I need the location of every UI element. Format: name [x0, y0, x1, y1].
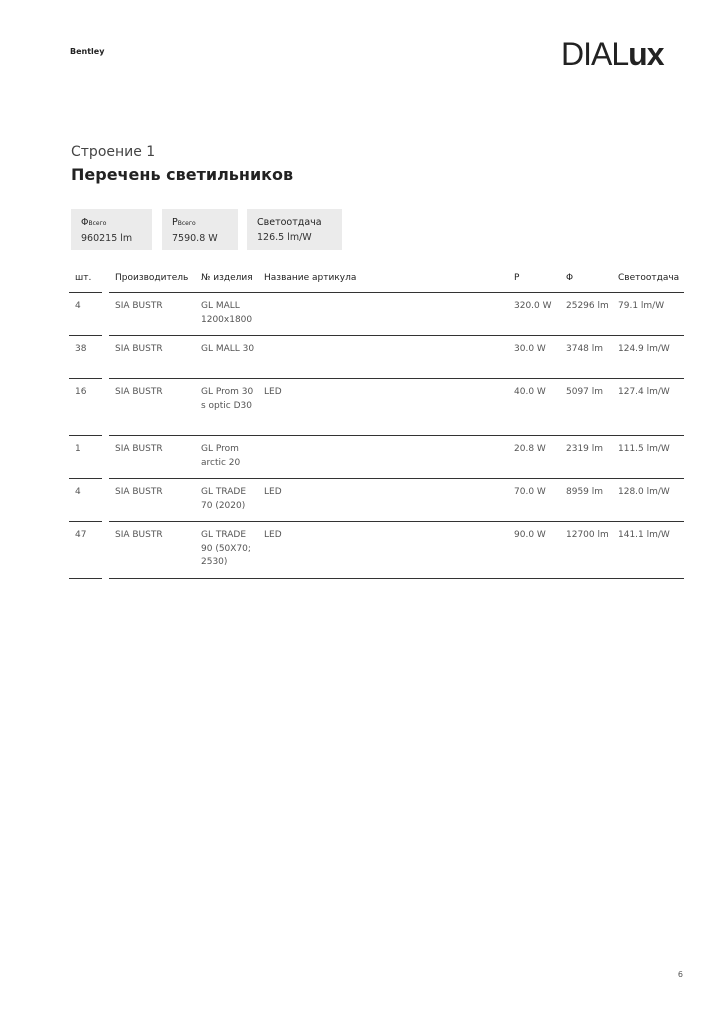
cell-efficacy: 111.5 lm/W — [618, 444, 670, 454]
summary-power: PВсего 7590.8 W — [162, 209, 238, 250]
row-divider — [69, 578, 102, 579]
cell-qty: 4 — [75, 487, 81, 497]
row-divider — [69, 521, 102, 522]
cell-article: 1200x1800 — [201, 314, 253, 325]
column-header: Φ — [566, 273, 574, 283]
cell-flux: 3748 lm — [566, 344, 604, 354]
cell-name: LED — [264, 387, 282, 397]
dialux-logo: DIALux — [561, 36, 664, 72]
column-header: № изделия — [201, 273, 253, 283]
row-divider — [109, 578, 684, 579]
row-divider — [69, 292, 102, 293]
row-divider — [69, 335, 102, 336]
row-divider — [109, 478, 684, 479]
cell-article: GL TRADE — [201, 530, 247, 540]
column-header: Название артикула — [264, 273, 357, 283]
page-title: Перечень светильников — [71, 165, 294, 184]
cell-efficacy: 141.1 lm/W — [618, 530, 670, 540]
cell-flux: 12700 lm — [566, 530, 609, 540]
project-name: Bentley — [70, 47, 105, 56]
cell-p: 70.0 W — [514, 487, 546, 497]
summary-efficacy: Светоотдача 126.5 lm/W — [247, 209, 342, 250]
row-divider — [69, 378, 102, 379]
cell-p: 320.0 W — [514, 301, 552, 311]
cell-article: GL Prom 30 — [201, 387, 254, 397]
cell-name: LED — [264, 487, 282, 497]
row-divider — [109, 292, 684, 293]
row-divider — [69, 478, 102, 479]
column-header: P — [514, 273, 520, 283]
cell-qty: 4 — [75, 301, 81, 311]
row-divider — [69, 435, 102, 436]
column-header: шт. — [75, 273, 92, 283]
cell-article: GL Prom — [201, 444, 239, 454]
cell-article: GL TRADE — [201, 487, 247, 497]
cell-article: s optic D30 — [201, 400, 252, 411]
cell-manufacturer: SIA BUSTR — [115, 387, 163, 397]
row-divider — [109, 435, 684, 436]
column-header: Производитель — [115, 273, 189, 283]
building-name: Строение 1 — [71, 144, 156, 160]
row-divider — [109, 378, 684, 379]
row-divider — [109, 335, 684, 336]
cell-qty: 47 — [75, 530, 87, 540]
cell-article: 90 (50X70; — [201, 543, 251, 554]
cell-efficacy: 124.9 lm/W — [618, 344, 670, 354]
cell-qty: 38 — [75, 344, 87, 354]
row-divider — [109, 521, 684, 522]
cell-efficacy: 128.0 lm/W — [618, 487, 670, 497]
page-number: 6 — [677, 970, 683, 979]
cell-flux: 5097 lm — [566, 387, 604, 397]
cell-p: 20.8 W — [514, 444, 546, 454]
cell-p: 90.0 W — [514, 530, 546, 540]
cell-efficacy: 127.4 lm/W — [618, 387, 670, 397]
cell-article: 70 (2020) — [201, 500, 246, 511]
cell-manufacturer: SIA BUSTR — [115, 487, 163, 497]
cell-article: 2530) — [201, 557, 228, 567]
summary-flux: ΦВсего 960215 lm — [71, 209, 152, 250]
cell-article: GL MALL 30 — [201, 344, 255, 354]
column-header: Светоотдача — [618, 273, 680, 283]
cell-name: LED — [264, 530, 282, 540]
cell-efficacy: 79.1 lm/W — [618, 301, 665, 311]
cell-qty: 16 — [75, 387, 87, 397]
cell-manufacturer: SIA BUSTR — [115, 530, 163, 540]
cell-manufacturer: SIA BUSTR — [115, 444, 163, 454]
cell-manufacturer: SIA BUSTR — [115, 344, 163, 354]
cell-article: GL MALL — [201, 301, 240, 311]
cell-flux: 25296 lm — [566, 301, 609, 311]
cell-manufacturer: SIA BUSTR — [115, 301, 163, 311]
cell-p: 40.0 W — [514, 387, 546, 397]
cell-qty: 1 — [75, 444, 81, 454]
cell-flux: 2319 lm — [566, 444, 604, 454]
cell-p: 30.0 W — [514, 344, 546, 354]
cell-article: arctic 20 — [201, 457, 241, 468]
cell-flux: 8959 lm — [566, 487, 604, 497]
